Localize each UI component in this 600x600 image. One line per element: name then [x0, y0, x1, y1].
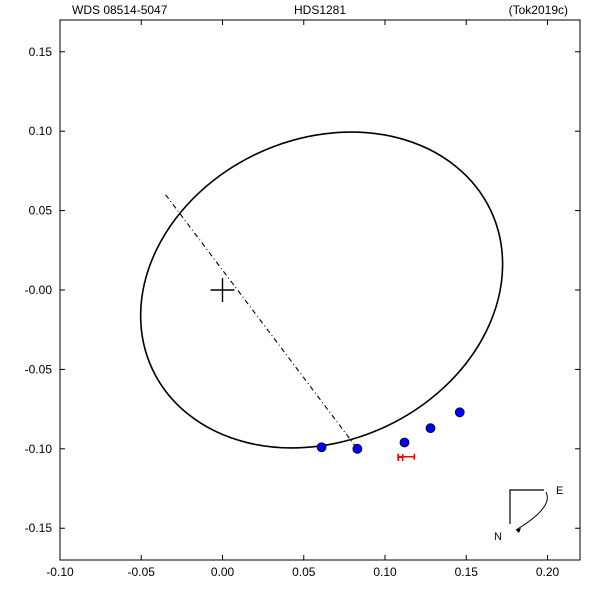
- y-tick-label: 0.05: [29, 204, 53, 218]
- y-tick-label: -0.10: [25, 442, 53, 456]
- data-point: [455, 408, 464, 417]
- data-point: [353, 444, 362, 453]
- x-tick-label: 0.20: [536, 565, 560, 579]
- y-tick-label: -0.05: [25, 362, 53, 376]
- compass-north-label: N: [494, 531, 502, 543]
- y-tick-label: 0.10: [29, 124, 53, 138]
- x-tick-label: -0.05: [128, 565, 156, 579]
- red-marker-label: H: [397, 453, 404, 464]
- x-tick-label: -0.10: [46, 565, 74, 579]
- data-point: [317, 443, 326, 452]
- x-tick-label: 0.05: [292, 565, 316, 579]
- y-tick-label: -0.00: [25, 283, 53, 297]
- compass-east-label: E: [556, 485, 563, 497]
- x-tick-label: 0.00: [211, 565, 235, 579]
- y-tick-label: -0.15: [25, 521, 53, 535]
- title-right: (Tok2019c): [509, 3, 568, 17]
- x-tick-label: 0.10: [373, 565, 397, 579]
- y-tick-label: 0.15: [29, 45, 53, 59]
- data-point: [426, 424, 435, 433]
- orbit-chart: -0.10 -0.05 0.00 0.05 0.10 0.15 0.20 0.15 0.10 0.…: [0, 0, 600, 600]
- data-point: [400, 438, 409, 447]
- title-center: HDS1281: [294, 3, 346, 17]
- title-left: WDS 08514-5047: [72, 3, 168, 17]
- x-tick-label: 0.15: [455, 565, 479, 579]
